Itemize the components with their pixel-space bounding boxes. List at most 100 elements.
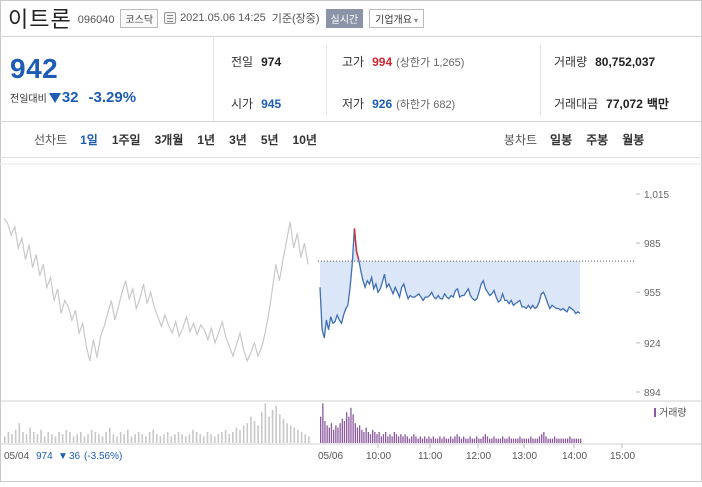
volume-bar (447, 438, 450, 443)
volume-bar (393, 432, 395, 443)
volume-bar (261, 412, 263, 443)
volume-bar (279, 414, 281, 443)
volume-bar (83, 436, 86, 443)
volume-bar (473, 438, 476, 443)
volume-bar (497, 438, 499, 443)
volume-bar (517, 438, 519, 443)
volume-bar (246, 423, 249, 443)
period-tab[interactable]: 5년 (260, 133, 279, 147)
company-overview-dropdown[interactable]: 기업개요 ▾ (369, 8, 424, 28)
volume-bar (525, 438, 528, 443)
volume-bar (105, 432, 107, 443)
period-tab[interactable]: 1일 (80, 133, 98, 147)
volume-bar (365, 427, 367, 443)
volume-bar (560, 438, 562, 443)
volume-bar (343, 421, 346, 443)
volume-bar (404, 434, 406, 443)
stock-code: 096040 (77, 13, 115, 26)
volume-bar (210, 434, 212, 443)
low-label: 저가 (342, 97, 365, 111)
volume-bar (441, 438, 443, 443)
candle-tab[interactable]: 일봉 (550, 133, 573, 147)
volume-bar (551, 438, 554, 443)
volume-bar (424, 436, 426, 443)
x-axis-labels: 05/04 05/06 10:00 11:00 12:00 13:00 14:00 15:00 (4, 444, 635, 462)
volume-bar (289, 425, 292, 443)
volume-bar (556, 438, 558, 443)
today-fill-area (320, 228, 580, 338)
volume-legend-swatch (654, 408, 656, 417)
trade-value-unit: 백만 (646, 97, 669, 111)
prev-close-value: 974 (261, 55, 282, 69)
volume-bar (341, 418, 343, 443)
volume-bar (239, 429, 241, 443)
volume-bar (58, 432, 60, 443)
volume-bar (72, 436, 75, 443)
volume-bar (275, 405, 277, 443)
volume-bar (536, 438, 538, 443)
volume-bar (134, 434, 136, 443)
volume-bar (478, 438, 480, 443)
volume-bar (456, 434, 458, 443)
volume-bar (445, 438, 447, 443)
y-tick-label: 985 (644, 239, 661, 250)
volume-bar (199, 434, 201, 443)
x-tick-label: 05/04 (4, 451, 29, 462)
volume-bar (515, 438, 517, 443)
prev-day-change: 36 (69, 451, 81, 462)
volume-bar (213, 436, 216, 443)
volume-bar (76, 434, 78, 443)
volume-bar (337, 427, 339, 443)
volume-bar (43, 436, 46, 443)
candle-period-group: 일봉 주봉 월봉 (543, 131, 651, 148)
volume-bar (369, 434, 372, 443)
volume-bar (426, 438, 428, 443)
realtime-button[interactable]: 실시간 (325, 8, 364, 28)
volume-bar (324, 421, 326, 443)
period-tab[interactable]: 1주일 (111, 133, 141, 147)
volume-bar (367, 432, 369, 443)
volume-bar (476, 436, 478, 443)
volume-bar (463, 436, 465, 443)
volume-cell: 거래량 80,752,037 (554, 53, 655, 70)
volume-bar (253, 421, 256, 443)
volume-bar (541, 434, 543, 443)
volume-bar (203, 436, 205, 443)
volume-bar (123, 434, 125, 443)
x-tick-label: 11:00 (418, 451, 443, 462)
volume-bar (156, 434, 158, 443)
volume-bar (268, 416, 270, 443)
upper-limit: (상한가 1,265) (396, 57, 465, 69)
volume-bar (558, 438, 560, 443)
volume-bar (308, 436, 310, 443)
period-tab[interactable]: 10년 (292, 133, 317, 147)
period-tab[interactable]: 1년 (197, 133, 216, 147)
candle-tab[interactable]: 주봉 (586, 133, 609, 147)
period-tab[interactable]: 3개월 (154, 133, 184, 147)
volume-bar (101, 436, 104, 443)
volume-bar (450, 436, 452, 443)
volume-bar (512, 438, 515, 443)
y-tick-label: 894 (644, 388, 661, 399)
volume-bar (224, 429, 227, 443)
volume-bar (130, 436, 133, 443)
volume-bar (458, 436, 460, 443)
volume-bar (395, 434, 398, 443)
today-series (319, 228, 581, 339)
volume-bar (300, 432, 303, 443)
volume-bar (528, 438, 530, 443)
volume-bar (460, 438, 463, 443)
volume-bar (333, 429, 335, 443)
volume-bar (159, 436, 162, 443)
period-tab[interactable]: 3년 (229, 133, 247, 147)
volume-bar (188, 434, 191, 443)
volume-bar (484, 434, 486, 443)
volume-bar (549, 438, 551, 443)
volume-bar (493, 436, 495, 443)
volume-bar (282, 418, 285, 443)
price-panel: 942 전일대비 32 -3.29% 전일 974 시가 945 고가 994 … (0, 36, 702, 122)
y-tick-label: 955 (644, 288, 661, 299)
volume-bar (352, 414, 354, 443)
volume-bar (228, 434, 230, 443)
candle-tab[interactable]: 월봉 (622, 133, 645, 147)
